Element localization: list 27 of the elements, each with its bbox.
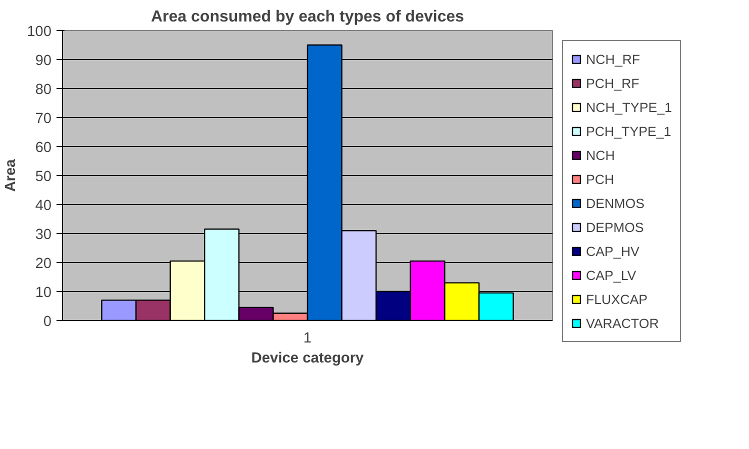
y-tick-label: 40 — [35, 198, 52, 214]
legend-label: NCH_RF — [586, 50, 640, 69]
legend-label: NCH_TYPE_1 — [586, 98, 672, 117]
legend-label: CAP_LV — [586, 266, 636, 285]
y-tick-label: 90 — [35, 53, 52, 69]
legend-label: FLUXCAP — [586, 290, 648, 308]
y-tick-label: 100 — [27, 24, 52, 40]
y-tick-label: 70 — [35, 111, 52, 127]
y-tick-label: 10 — [35, 285, 52, 301]
y-tick-label: 0 — [43, 314, 52, 330]
y-axis-title: Area — [3, 158, 20, 192]
y-tick-label: 80 — [35, 82, 52, 98]
chart-title: Area consumed by each types of devices — [150, 8, 464, 26]
legend-label: PCH — [586, 170, 614, 188]
x-axis-title: Device category — [251, 350, 365, 366]
y-tick-label: 20 — [35, 256, 52, 272]
legend-label: NCH — [586, 146, 615, 164]
y-tick-label: 60 — [35, 140, 52, 156]
legend-label: DENMOS — [586, 194, 644, 212]
legend-label: DEPMOS — [586, 218, 644, 236]
legend-label: VARACTOR — [586, 314, 659, 332]
x-tick-label: 1 — [303, 330, 312, 346]
y-tick-label: 30 — [35, 227, 52, 243]
legend-label: PCH_RF — [586, 74, 640, 93]
legend-label: PCH_TYPE_1 — [586, 122, 672, 141]
y-tick-label: 50 — [35, 169, 52, 185]
legend-label: CAP_HV — [586, 242, 640, 261]
